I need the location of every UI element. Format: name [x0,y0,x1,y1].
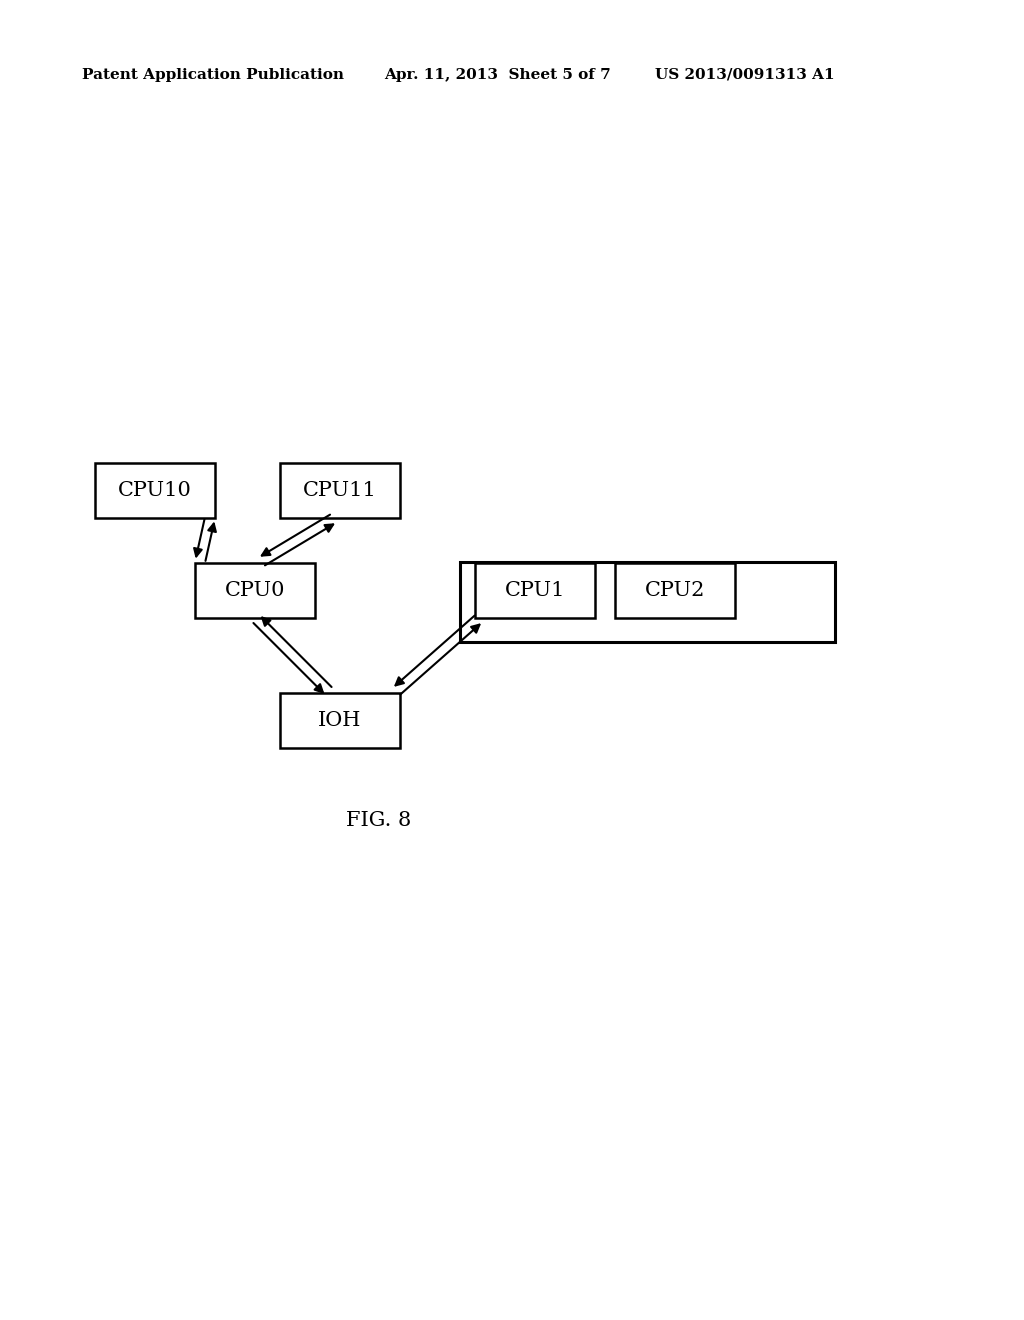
Text: Patent Application Publication: Patent Application Publication [82,69,344,82]
Text: FIG. 8: FIG. 8 [346,810,412,829]
Text: CPU11: CPU11 [303,480,377,499]
Text: CPU2: CPU2 [645,581,706,599]
Text: CPU1: CPU1 [505,581,565,599]
Text: CPU0: CPU0 [224,581,286,599]
Bar [460,562,835,642]
Bar [615,562,735,618]
Bar [195,562,315,618]
Bar [280,462,400,517]
Text: US 2013/0091313 A1: US 2013/0091313 A1 [655,69,835,82]
Bar [280,693,400,747]
Bar [95,462,215,517]
Text: Apr. 11, 2013  Sheet 5 of 7: Apr. 11, 2013 Sheet 5 of 7 [384,69,610,82]
Bar [475,562,595,618]
Text: IOH: IOH [318,710,361,730]
Text: CPU10: CPU10 [118,480,191,499]
